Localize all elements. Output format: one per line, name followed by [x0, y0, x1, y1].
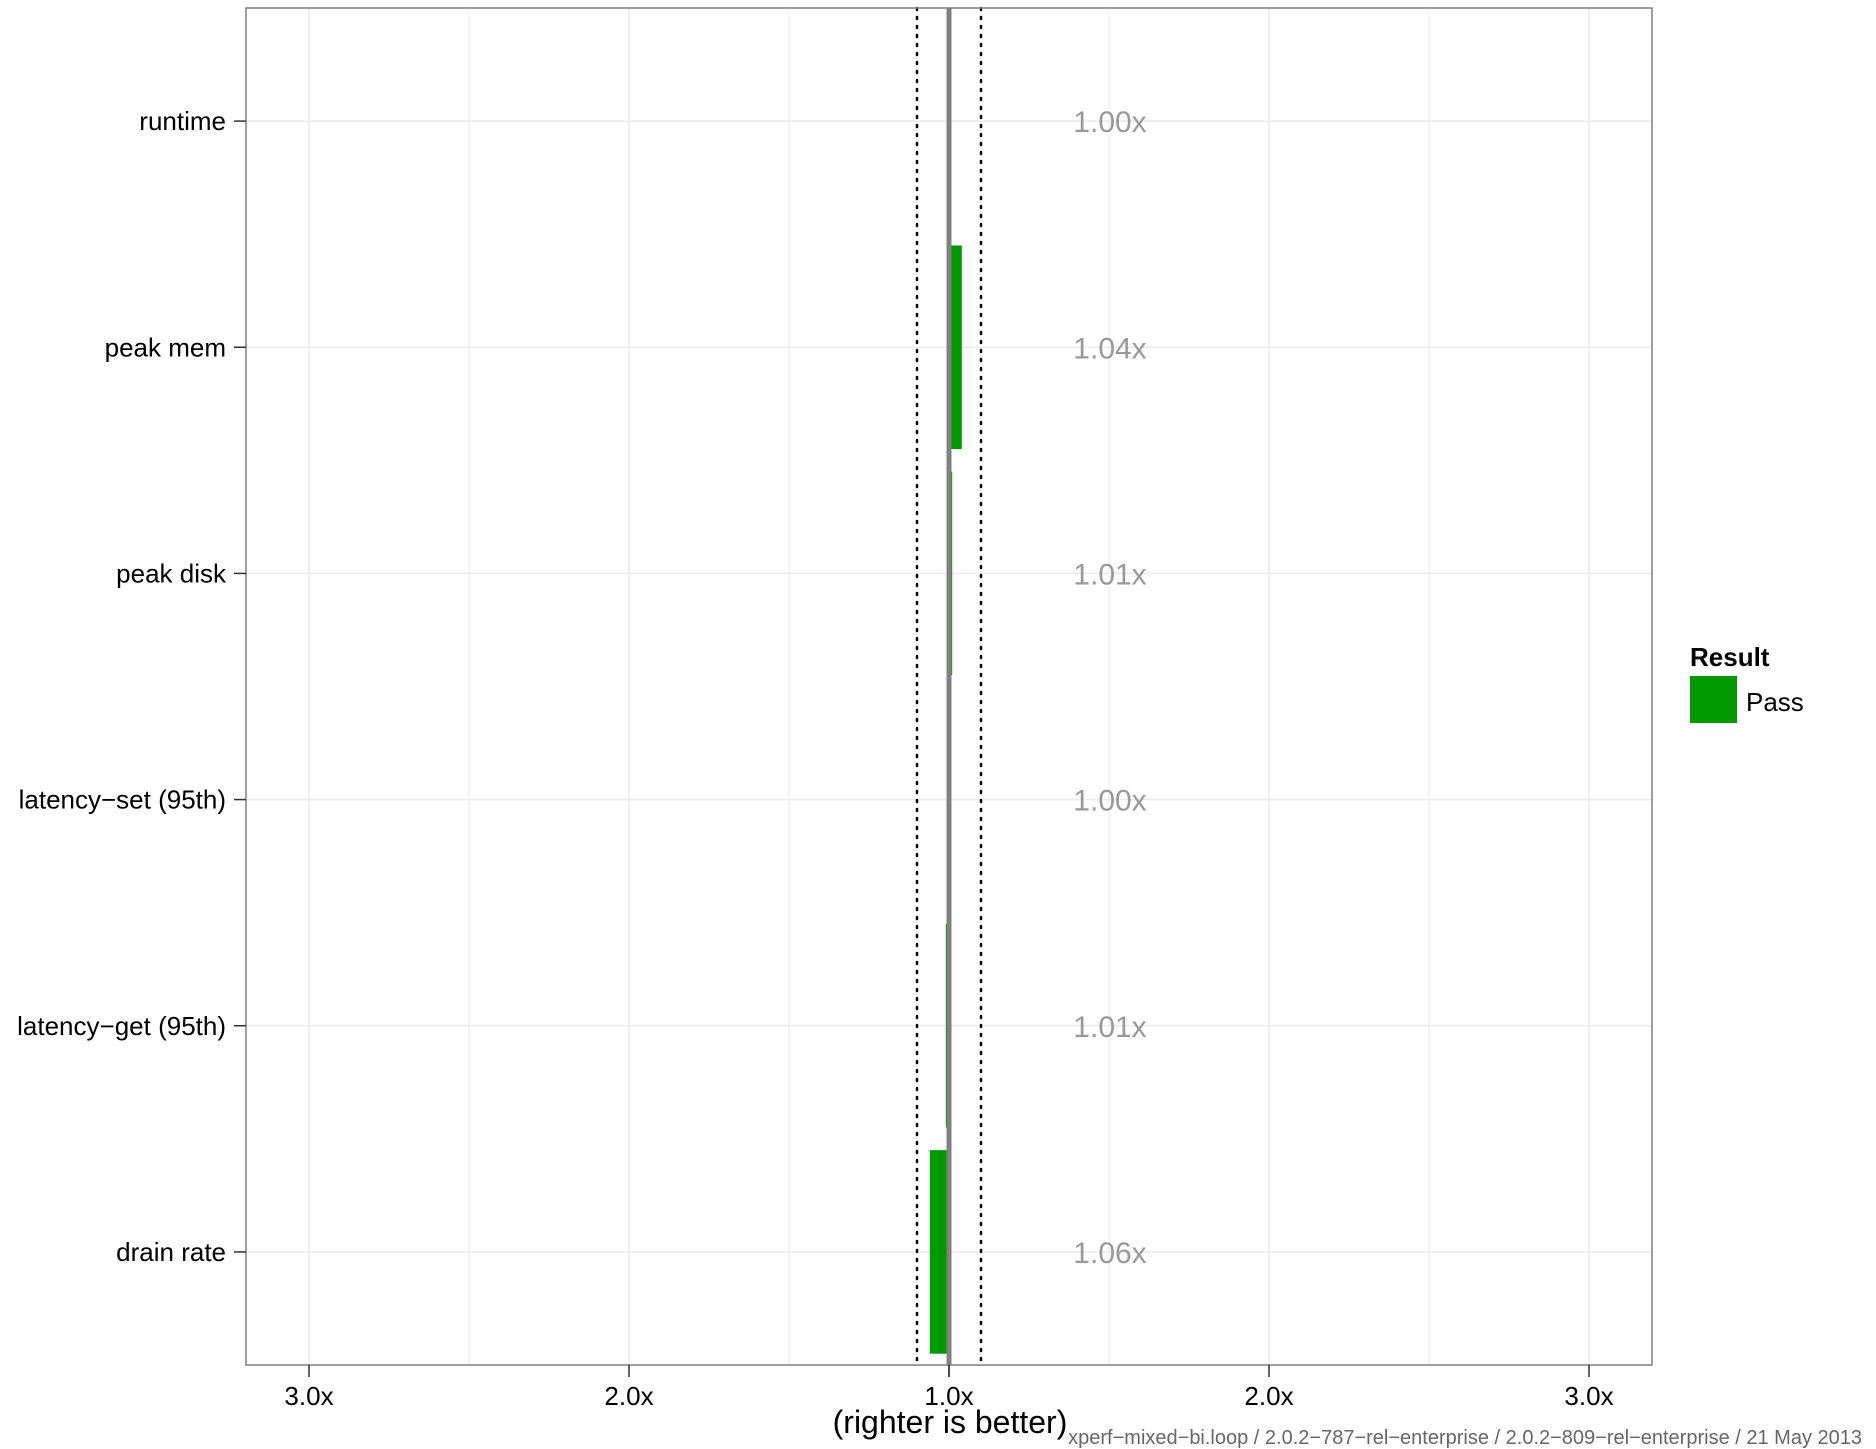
x-tick-label-4: 2.0x: [1244, 1381, 1293, 1411]
data-label-4: 1.01x: [1073, 1011, 1146, 1044]
reference-lines: [915, 6, 983, 1367]
data-label-2: 1.01x: [1073, 558, 1146, 591]
y-tick-label-4: latency−get (95th): [17, 1011, 226, 1041]
x-tick-label-1: 2.0x: [604, 1381, 653, 1411]
bar-1: [949, 245, 962, 450]
legend-label-pass: Pass: [1746, 687, 1804, 717]
y-tick-label-0: runtime: [139, 106, 226, 136]
x-tick-label-5: 3.0x: [1564, 1381, 1613, 1411]
y-tick-label-1: peak mem: [105, 332, 226, 362]
y-tick-label-3: latency−set (95th): [19, 785, 226, 815]
data-label-1: 1.04x: [1073, 332, 1146, 365]
labels: runtime peak mem peak disk latency−set (95t…: [17, 106, 1613, 1411]
x-tick-label-2: 1.0x: [924, 1381, 973, 1411]
x-tick-label-0: 3.0x: [284, 1381, 333, 1411]
legend: Result Pass: [1690, 642, 1804, 723]
data-label-5: 1.06x: [1073, 1237, 1146, 1270]
x-axis-label: (righter is better): [833, 1404, 1068, 1440]
y-tick-label-2: peak disk: [116, 558, 227, 588]
data-label-3: 1.00x: [1073, 785, 1146, 818]
y-tick-label-5: drain rate: [116, 1237, 226, 1267]
bars: [929, 19, 962, 1354]
legend-swatch-pass: [1690, 676, 1737, 723]
legend-title: Result: [1690, 642, 1770, 672]
data-label-0: 1.00x: [1073, 106, 1146, 139]
footer-caption: xperf−mixed−bi.loop / 2.0.2−787−rel−ente…: [1068, 1427, 1862, 1449]
bar-5: [929, 1150, 949, 1354]
